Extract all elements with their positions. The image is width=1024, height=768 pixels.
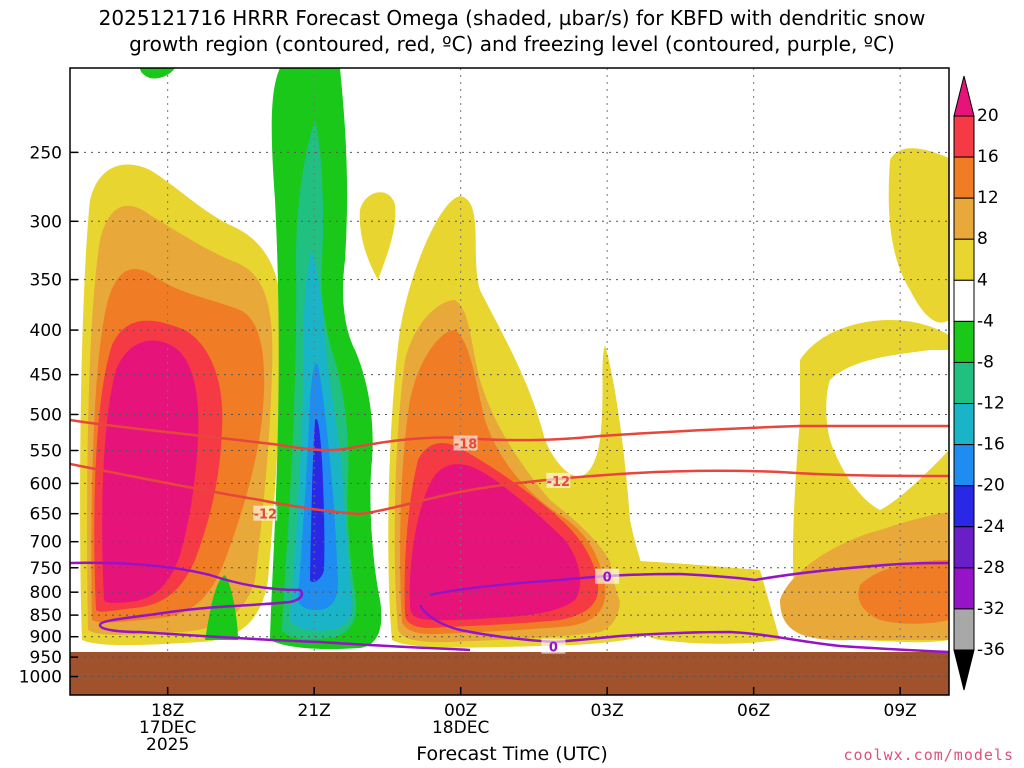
colorbar-label: 20 [977,106,999,126]
colorbar-swatch [953,156,975,199]
colorbar-label: -20 [977,476,1005,496]
contour-minus18 [70,418,949,452]
contour-minus12 [70,462,949,516]
contour-label: 0 [549,641,558,656]
contour-label: 0 [603,571,612,586]
y-tick-label: 800 [30,583,62,603]
omega-shading [80,68,949,650]
contour-label-bg [253,505,278,521]
x-tick-label: 2025 [146,735,189,755]
colorbar-swatch [953,320,975,363]
chart-subtitle: growth region (contoured, red, ºC) and f… [129,32,895,56]
contour-label: -12 [254,508,278,523]
colorbar-label: -28 [977,558,1005,578]
colorbar-label: -32 [977,599,1005,619]
omega-right-mid-white [826,350,949,510]
contour-label-bg [546,472,571,488]
colorbar-swatch [953,279,975,322]
colorbar-label: -16 [977,435,1005,455]
y-tick-label: 1000 [19,668,62,688]
colorbar-label: -4 [977,311,994,331]
y-tick-label: 600 [30,474,62,494]
ground-surface [70,652,949,695]
y-tick-label: 350 [30,271,62,291]
y-tick-label: 650 [30,505,62,525]
y-axis: 2503003504004505005506006507007508008509… [19,143,78,688]
y-tick-label: 900 [30,628,62,648]
colorbar-swatch [953,567,975,610]
x-tick-label: 09Z [884,701,917,721]
x-tick-label: 06Z [737,701,770,721]
y-tick-label: 450 [30,366,62,386]
x-axis-title: Forecast Time (UTC) [416,743,608,765]
x-tick-label: 18DEC [432,718,489,738]
colorbar-swatch [953,115,975,158]
contour-label-bg [595,568,620,584]
colorbar-label: 16 [977,147,999,167]
omega-low-right-yellow [610,560,780,644]
y-tick-label: 250 [30,143,62,163]
omega-neg-20 [310,419,325,582]
colorbar-bottom-triangle [953,649,975,691]
colorbar-swatch [953,403,975,446]
colorbar-label: -24 [977,517,1005,537]
colorbar-label: 8 [977,229,988,249]
y-tick-label: 750 [30,559,62,579]
colorbar-swatch [953,361,975,405]
y-tick-label: 550 [30,442,62,462]
omega-neg-4b [140,68,175,79]
y-tick-label: 950 [30,648,62,668]
omega-right-top [888,148,949,323]
y-tick-label: 400 [30,321,62,341]
contour-label-bg [541,638,566,654]
x-tick-label: 18Z [151,701,184,721]
colorbar-label: 12 [977,188,999,208]
x-tick-label: 17DEC [139,718,196,738]
x-tick-label: 03Z [591,701,624,721]
omega-left-20 [102,340,199,603]
y-tick-label: 500 [30,405,62,425]
x-tick-label: 21Z [298,701,331,721]
colorbar-swatch [953,197,975,240]
colorbar-label: -36 [977,640,1005,660]
colorbar-top-triangle [953,75,975,117]
contour-freezing-lower [429,561,949,597]
colorbar-label: -12 [977,394,1005,414]
colorbar: 20 16 12 8 4 -4 -8 -12 -16 -20 -24 -28 -32 -36 [953,75,1005,691]
plot-frame [69,67,950,696]
colorbar-swatch [953,526,975,569]
colorbar-swatch [953,485,975,528]
colorbar-label: 4 [977,270,988,290]
dgz-contours [70,418,949,654]
colorbar-swatch [953,608,975,651]
y-tick-label: 700 [30,533,62,553]
chart-title: 2025121716 HRRR Forecast Omega (shaded, … [98,6,926,30]
contour-label: -12 [547,475,571,490]
colorbar-label: -8 [977,352,994,372]
colorbar-swatch [953,238,975,281]
contour-labels: -18 -12 -12 0 0 [253,435,620,656]
y-tick-label: 300 [30,212,62,232]
contour-freezing-upper [70,561,471,652]
contour-freezing-bottom [418,604,949,654]
y-tick-label: 850 [30,606,62,626]
colorbar-swatch [953,444,975,487]
contour-label: -18 [454,438,478,453]
contour-label-bg [453,435,478,451]
x-tick-label: 00Z [444,701,477,721]
omega-top-blob [359,192,396,280]
credit-link[interactable]: coolwx.com/models [843,746,1014,764]
